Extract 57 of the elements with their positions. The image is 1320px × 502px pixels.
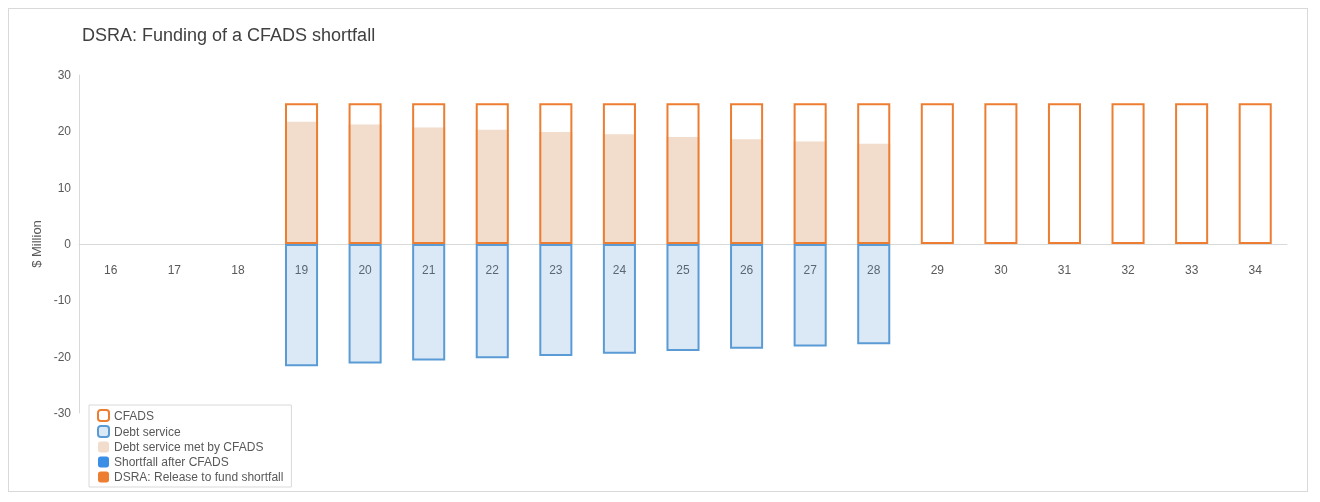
bar	[475, 103, 509, 244]
chart-title: DSRA: Funding of a CFADS shortfall	[82, 25, 376, 45]
legend-label: DSRA: Release to fund shortfall	[114, 470, 284, 484]
x-tick-label: 24	[612, 263, 627, 277]
bar	[412, 244, 446, 361]
bar	[412, 103, 446, 244]
y-axis-title: $ Million	[28, 220, 44, 268]
bar	[730, 244, 764, 349]
y-tick-label: -20	[53, 349, 72, 364]
x-tick-label: 33	[1184, 263, 1199, 277]
legend-label: Debt service met by CFADS	[114, 440, 264, 454]
x-tick-label: 18	[231, 263, 245, 277]
bar	[1175, 103, 1209, 244]
x-tick-label: 32	[1121, 263, 1136, 277]
x-tick-label: 26	[739, 263, 754, 277]
bar	[539, 103, 573, 244]
y-tick-label: -10	[53, 293, 72, 308]
y-tick-label: -30	[53, 406, 72, 420]
x-tick-label: 19	[294, 263, 309, 277]
bar	[793, 103, 827, 244]
legend-label: CFADS	[114, 408, 155, 423]
bar	[920, 103, 954, 244]
bar	[730, 103, 764, 244]
x-tick-label: 16	[104, 263, 118, 277]
bar	[285, 244, 319, 367]
bar	[1238, 103, 1272, 244]
bar	[602, 103, 636, 244]
bar	[857, 244, 891, 345]
x-tick-label: 31	[1057, 263, 1072, 277]
bar	[348, 244, 382, 364]
bar	[666, 103, 700, 244]
x-tick-label: 17	[167, 263, 182, 277]
legend-label: Debt service	[114, 424, 182, 439]
y-tick-label: 10	[57, 180, 72, 195]
x-tick-label: 22	[485, 263, 500, 277]
x-tick-label: 23	[549, 263, 563, 277]
bar	[793, 244, 827, 347]
bar	[539, 244, 573, 357]
bar	[1047, 103, 1081, 244]
bar	[475, 244, 509, 359]
bar	[602, 244, 636, 354]
bar	[857, 103, 891, 244]
x-tick-label: 29	[930, 263, 945, 277]
bar	[666, 244, 700, 352]
x-tick-label: 34	[1248, 263, 1263, 277]
x-tick-label: 28	[867, 263, 881, 277]
y-tick-label: 20	[57, 124, 72, 139]
x-tick-label: 27	[803, 263, 818, 277]
x-tick-label: 25	[676, 263, 690, 277]
bar	[1111, 103, 1145, 244]
y-tick-label: 0	[64, 237, 72, 251]
x-tick-label: 30	[994, 263, 1008, 277]
x-tick-label: 21	[422, 263, 436, 277]
y-tick-label: 30	[57, 68, 72, 82]
x-tick-label: 20	[358, 263, 373, 277]
legend-label: Shortfall after CFADS	[114, 455, 229, 469]
bar	[984, 103, 1018, 244]
